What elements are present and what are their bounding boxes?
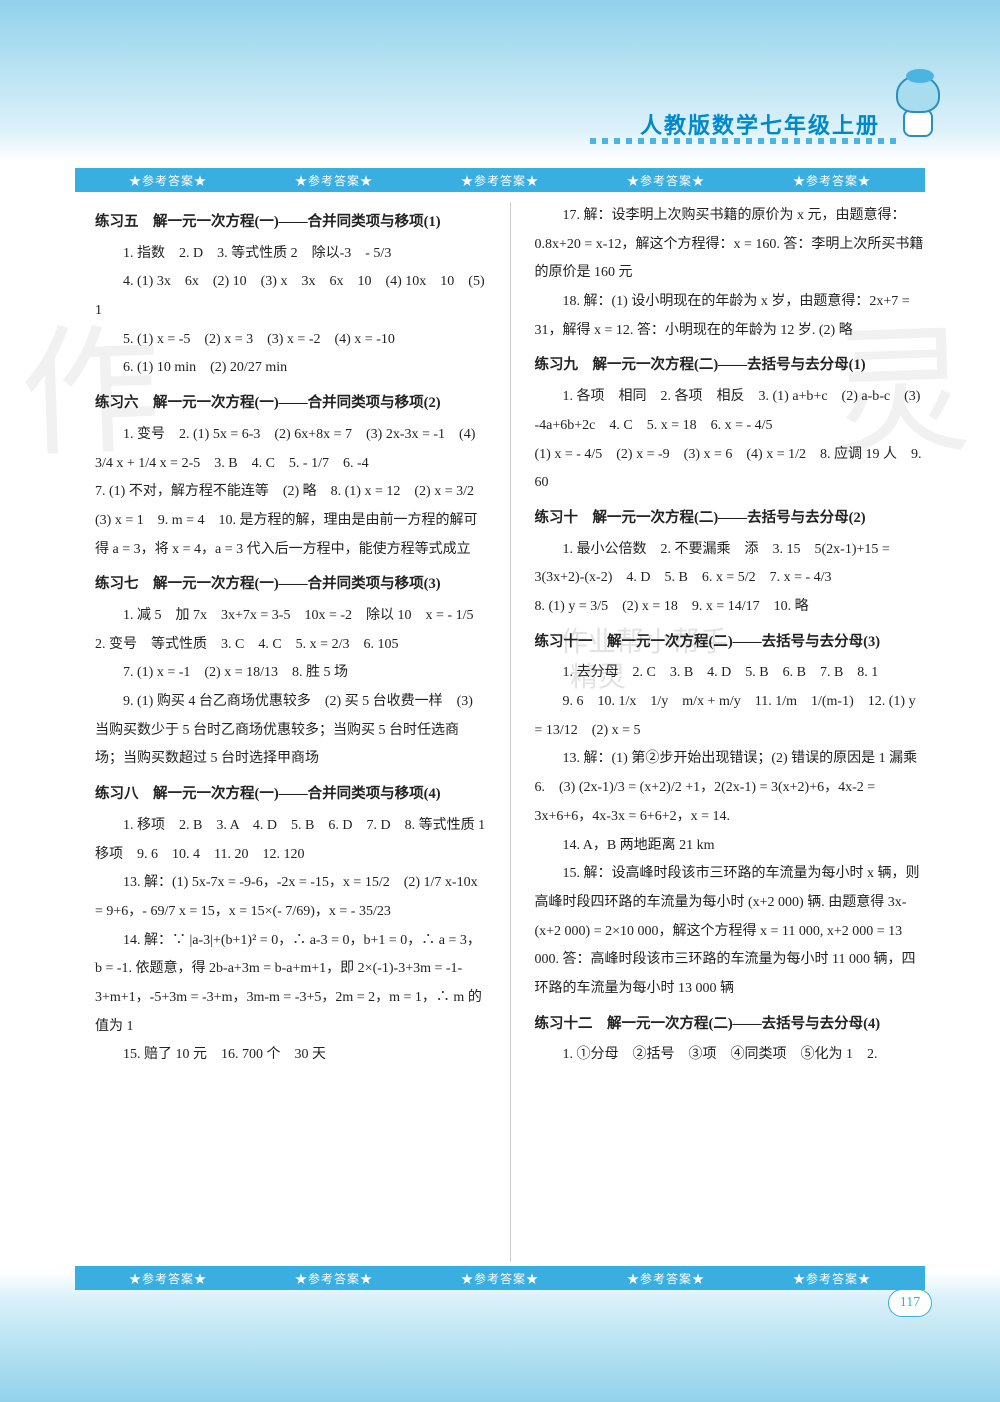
banner-label: ★参考答案★ — [461, 172, 539, 189]
title-underline — [590, 138, 900, 144]
exercise-title: 练习十 解一元一次方程(二)——去括号与去分母(2) — [535, 504, 926, 534]
content-area: 练习五 解一元一次方程(一)——合并同类项与移项(1) 1. 指数 2. D 3… — [95, 202, 925, 1262]
answer-text: 14. A，B 两地距离 21 km — [535, 832, 926, 861]
answer-text: 1. 减 5 加 7x 3x+7x = 3-5 10x = -2 除以 10 x… — [95, 602, 486, 659]
page-number: 117 — [888, 1289, 932, 1317]
exercise-title: 练习七 解一元一次方程(一)——合并同类项与移项(3) — [95, 570, 486, 600]
answer-text: 1. 指数 2. D 3. 等式性质 2 除以-3 - 5/3 — [95, 240, 486, 269]
banner-label: ★参考答案★ — [793, 1270, 871, 1287]
exercise-title: 练习十一 解一元一次方程(二)——去括号与去分母(3) — [535, 628, 926, 658]
answer-banner-bottom: ★参考答案★ ★参考答案★ ★参考答案★ ★参考答案★ ★参考答案★ — [75, 1266, 925, 1290]
answer-text: 1. 去分母 2. C 3. B 4. D 5. B 6. B 7. B 8. … — [535, 659, 926, 688]
exercise-title: 练习五 解一元一次方程(一)——合并同类项与移项(1) — [95, 208, 486, 238]
answer-text: 9. 6 10. 1/x 1/y m/x + m/y 11. 1/m 1/(m-… — [535, 688, 926, 745]
banner-label: ★参考答案★ — [461, 1270, 539, 1287]
answer-text: 13. 解：(1) 5x-7x = -9-6，-2x = -15，x = 15/… — [95, 869, 486, 926]
background-gradient-bottom — [0, 1272, 1000, 1402]
banner-label: ★参考答案★ — [295, 172, 373, 189]
answer-text: 14. 解：∵ |a-3|+(b+1)² = 0，∴ a-3 = 0，b+1 =… — [95, 927, 486, 1042]
answer-text: 15. 解：设高峰时段该市三环路的车流量为每小时 x 辆，则高峰时段四环路的车流… — [535, 860, 926, 1003]
answer-text: 4. (1) 3x 6x (2) 10 (3) x 3x 6x 10 (4) 1… — [95, 268, 486, 325]
answer-text: (1) x = - 4/5 (2) x = -9 (3) x = 6 (4) x… — [535, 441, 926, 498]
answer-text: 9. (1) 购买 4 台乙商场优惠较多 (2) 买 5 台收费一样 (3) 当… — [95, 688, 486, 774]
answer-banner-top: ★参考答案★ ★参考答案★ ★参考答案★ ★参考答案★ ★参考答案★ — [75, 168, 925, 192]
banner-label: ★参考答案★ — [129, 172, 207, 189]
banner-label: ★参考答案★ — [295, 1270, 373, 1287]
answer-text: 17. 解：设李明上次购买书籍的原价为 x 元，由题意得：0.8x+20 = x… — [535, 202, 926, 288]
answer-text: 7. (1) 不对，解方程不能连等 (2) 略 8. (1) x = 12 (2… — [95, 478, 486, 564]
answer-text: 15. 赔了 10 元 16. 700 个 30 天 — [95, 1041, 486, 1070]
mascot-icon — [888, 75, 948, 150]
exercise-title: 练习九 解一元一次方程(二)——去括号与去分母(1) — [535, 351, 926, 381]
answer-text: 1. 最小公倍数 2. 不要漏乘 添 3. 15 5(2x-1)+15 = 3(… — [535, 536, 926, 593]
answer-text: 7. (1) x = -1 (2) x = 18/13 8. 胜 5 场 — [95, 659, 486, 688]
answer-text: 1. ①分母 ②括号 ③项 ④同类项 ⑤化为 1 2. — [535, 1041, 926, 1070]
page-title: 人教版数学七年级上册 — [640, 108, 880, 140]
banner-label: ★参考答案★ — [793, 172, 871, 189]
answer-text: 5. (1) x = -5 (2) x = 3 (3) x = -2 (4) x… — [95, 326, 486, 355]
answer-text: 18. 解：(1) 设小明现在的年龄为 x 岁，由题意得：2x+7 = 31，解… — [535, 288, 926, 345]
exercise-title: 练习六 解一元一次方程(一)——合并同类项与移项(2) — [95, 389, 486, 419]
exercise-title: 练习十二 解一元一次方程(二)——去括号与去分母(4) — [535, 1010, 926, 1040]
exercise-title: 练习八 解一元一次方程(一)——合并同类项与移项(4) — [95, 780, 486, 810]
answer-text: 8. (1) y = 3/5 (2) x = 18 9. x = 14/17 1… — [535, 593, 926, 622]
answer-text: 13. 解：(1) 第②步开始出现错误；(2) 错误的原因是 1 漏乘 6. (… — [535, 745, 926, 831]
answer-text: 1. 各项 相同 2. 各项 相反 3. (1) a+b+c (2) a-b-c… — [535, 383, 926, 440]
column-divider — [510, 202, 511, 1262]
left-column: 练习五 解一元一次方程(一)——合并同类项与移项(1) 1. 指数 2. D 3… — [95, 202, 486, 1262]
right-column: 17. 解：设李明上次购买书籍的原价为 x 元，由题意得：0.8x+20 = x… — [535, 202, 926, 1262]
answer-text: 1. 移项 2. B 3. A 4. D 5. B 6. D 7. D 8. 等… — [95, 812, 486, 869]
answer-text: 6. (1) 10 min (2) 20/27 min — [95, 354, 486, 383]
banner-label: ★参考答案★ — [627, 172, 705, 189]
banner-label: ★参考答案★ — [129, 1270, 207, 1287]
answer-text: 1. 变号 2. (1) 5x = 6-3 (2) 6x+8x = 7 (3) … — [95, 421, 486, 478]
banner-label: ★参考答案★ — [627, 1270, 705, 1287]
